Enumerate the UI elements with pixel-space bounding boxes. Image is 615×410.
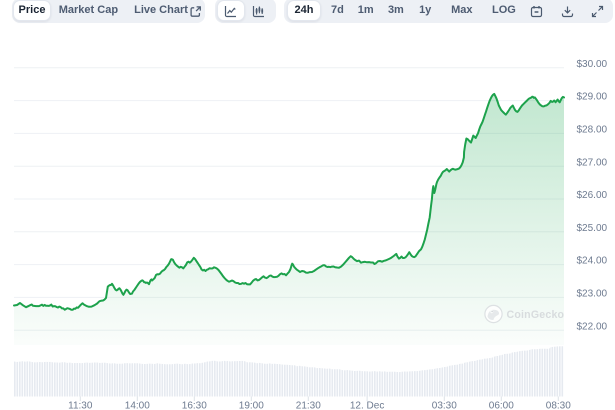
svg-text:12. Dec: 12. Dec xyxy=(350,401,384,410)
svg-text:21:30: 21:30 xyxy=(296,401,321,410)
svg-text:$26.00: $26.00 xyxy=(577,190,608,201)
svg-text:11:30: 11:30 xyxy=(68,401,93,410)
svg-text:$25.00: $25.00 xyxy=(577,223,608,234)
svg-text:03:30: 03:30 xyxy=(432,401,457,410)
svg-text:$27.00: $27.00 xyxy=(577,157,608,168)
svg-text:CoinGecko: CoinGecko xyxy=(507,309,565,321)
svg-text:16:30: 16:30 xyxy=(182,401,207,410)
svg-text:06:00: 06:00 xyxy=(489,401,514,410)
svg-text:$24.00: $24.00 xyxy=(577,256,608,267)
svg-text:$23.00: $23.00 xyxy=(577,289,608,300)
svg-text:08:30: 08:30 xyxy=(546,401,571,410)
svg-text:$30.00: $30.00 xyxy=(577,59,608,70)
svg-text:$29.00: $29.00 xyxy=(577,92,608,103)
svg-text:14:00: 14:00 xyxy=(125,401,150,410)
svg-text:$28.00: $28.00 xyxy=(577,125,608,136)
svg-text:19:00: 19:00 xyxy=(239,401,264,410)
svg-text:$22.00: $22.00 xyxy=(577,321,608,332)
